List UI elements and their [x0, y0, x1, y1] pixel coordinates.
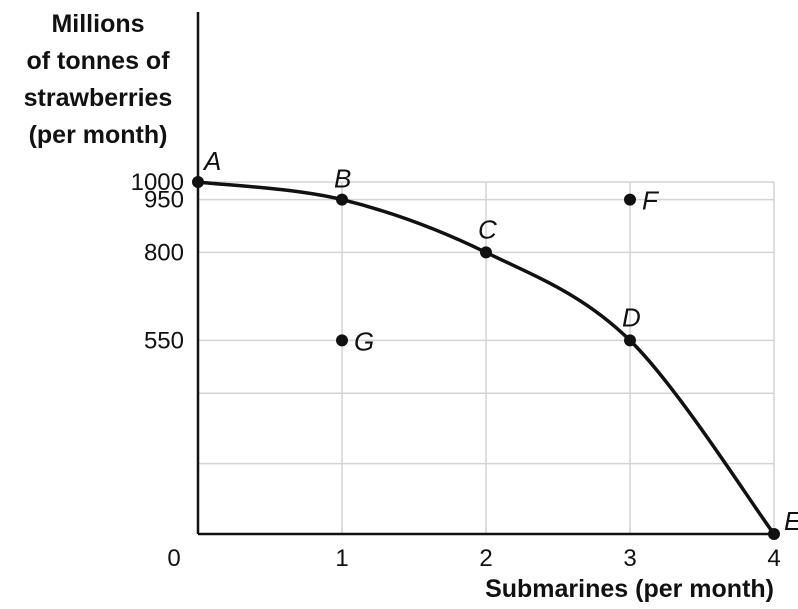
point-d: [624, 334, 636, 347]
x-tick-label: 3: [623, 545, 636, 572]
point-label-b: B: [334, 164, 351, 194]
point-label-c: C: [478, 214, 497, 244]
point-label-a: A: [202, 146, 221, 176]
y-tick-label: 950: [144, 187, 184, 214]
y-axis-label-line-3: strawberries: [23, 84, 173, 112]
y-axis-label-line-2: of tonnes of: [26, 47, 170, 75]
ppf-curve: [197, 180, 776, 536]
point-label-e: E: [784, 506, 798, 536]
point-label-f: F: [642, 186, 660, 216]
point-f: [624, 193, 636, 206]
point-e: [768, 528, 780, 540]
x-tick-label: 4: [767, 545, 780, 572]
y-axis-label-line-4: (per month): [28, 121, 168, 149]
y-axis-label: Millions of tonnes of strawberries (per …: [0, 6, 196, 154]
point-label-g: G: [354, 326, 374, 356]
point-a: [192, 176, 204, 188]
point-label-d: D: [622, 302, 641, 332]
point-b: [336, 193, 348, 206]
x-tick-label: 1: [335, 545, 348, 572]
point-g: [336, 334, 348, 347]
x-axis-label: Submarines (per month): [485, 575, 774, 603]
x-tick-label: 0: [167, 545, 180, 572]
y-tick-label: 800: [144, 239, 184, 266]
point-c: [480, 246, 492, 259]
y-tick-label: 550: [144, 327, 184, 354]
y-tick-label: 1000: [131, 169, 184, 196]
x-tick-label: 2: [479, 545, 492, 572]
y-axis-label-line-1: Millions: [51, 10, 145, 38]
